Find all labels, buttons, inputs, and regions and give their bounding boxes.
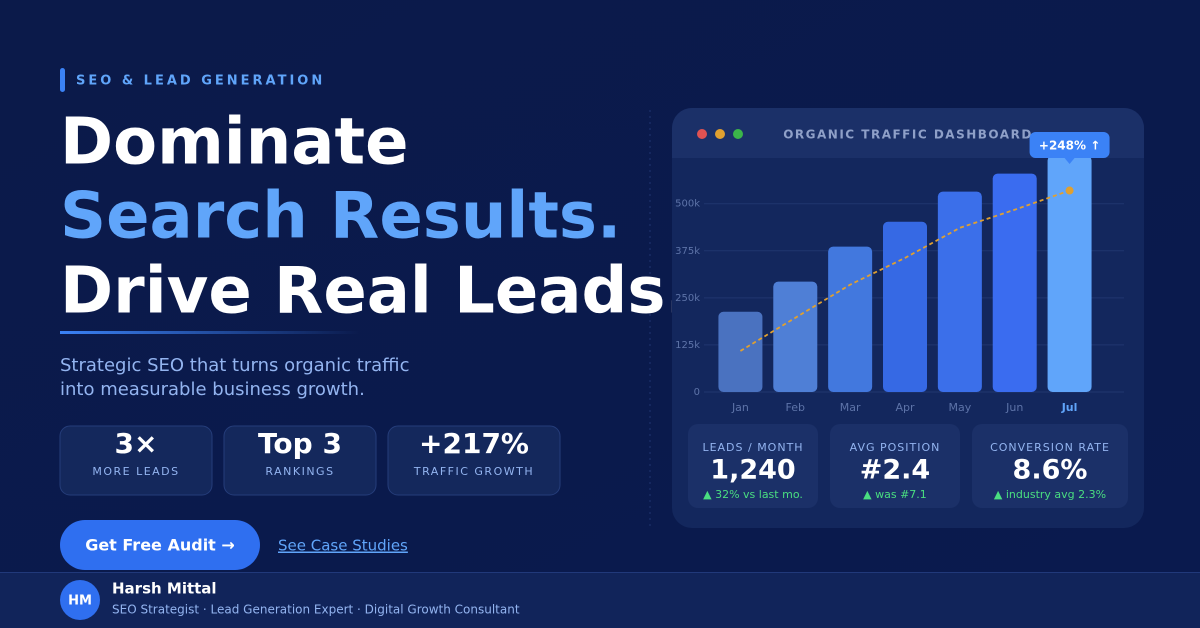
- eyebrow-bar: [60, 68, 65, 92]
- x-tick-label: May: [948, 401, 971, 414]
- author-role: SEO Strategist · Lead Generation Expert …: [112, 603, 520, 617]
- dashboard-header: [672, 108, 1144, 158]
- headline: Drive Real Leads.: [60, 255, 690, 329]
- primary-button[interactable]: Get Free Audit →: [60, 520, 260, 570]
- bar: [718, 311, 763, 392]
- x-tick-label: Apr: [895, 401, 915, 414]
- x-tick-label: Feb: [786, 401, 805, 414]
- secondary-link[interactable]: See Case Studies: [278, 537, 408, 555]
- footer: [0, 572, 1200, 628]
- dashboard-title: ORGANIC TRAFFIC DASHBOARD: [783, 128, 1033, 142]
- x-tick-label: Mar: [840, 401, 861, 414]
- stat-value: Top 3: [258, 427, 342, 460]
- bar: [883, 221, 927, 392]
- subtitle: Strategic SEO that turns organic traffic: [60, 355, 409, 376]
- window-dot: [733, 129, 743, 139]
- avatar-initials: HM: [68, 594, 92, 609]
- headline: Search Results.: [60, 180, 621, 254]
- y-tick-label: 250k: [675, 293, 700, 304]
- kpi-label: CONVERSION RATE: [990, 441, 1110, 454]
- stat-value: +217%: [419, 427, 529, 460]
- stat-value: 3×: [115, 427, 158, 460]
- author-name: Harsh Mittal: [112, 580, 217, 598]
- kpis: LEADS / MONTH 1,240 ▲ 32% vs last mo. AV…: [688, 424, 1128, 508]
- kpi-note: ▲ 32% vs last mo.: [703, 488, 803, 501]
- subtitle: into measurable business growth.: [60, 379, 365, 400]
- y-tick-label: 500k: [675, 199, 700, 210]
- bar: [1047, 155, 1092, 392]
- annotation: +248% ↑: [1039, 139, 1100, 153]
- kpi-value: 8.6%: [1013, 455, 1088, 486]
- x-tick-label: Jan: [731, 401, 749, 414]
- kpi-value: 1,240: [710, 455, 795, 486]
- stat-label: TRAFFIC GROWTH: [413, 465, 534, 478]
- trend-line: [739, 189, 1070, 352]
- window-dot: [715, 129, 725, 139]
- kpi-note: ▲ industry avg 2.3%: [994, 488, 1106, 501]
- kpi-card: [972, 424, 1128, 508]
- kpi-value: #2.4: [860, 455, 930, 486]
- kpi-card: [688, 424, 818, 508]
- stat-label: MORE LEADS: [92, 465, 179, 478]
- stat-card: [59, 425, 213, 496]
- bar: [773, 281, 818, 392]
- x-tick-label: Jul: [1061, 401, 1078, 414]
- chart: 0 125k 250k 375k 500k Jan Feb Mar Apr May Jun Jul +2…: [675, 132, 1124, 414]
- button-bg[interactable]: [60, 520, 260, 570]
- annotation-bubble: [1029, 132, 1110, 158]
- kpi-label: AVG POSITION: [850, 441, 941, 454]
- y-tick-label: 375k: [675, 246, 700, 257]
- annotation-pointer: [1064, 158, 1075, 164]
- eyebrow: SEO & LEAD GENERATION: [76, 74, 325, 89]
- y-tick-label: 0: [694, 387, 700, 398]
- stat-card: [223, 425, 377, 496]
- stat-card: [387, 425, 561, 496]
- kpi-note: ▲ was #7.1: [863, 488, 927, 501]
- kpi-card: [830, 424, 960, 508]
- button-label[interactable]: Get Free Audit →: [85, 536, 235, 555]
- stats: 3× MORE LEADS Top 3 RANKINGS +217% TRAFF…: [59, 425, 561, 496]
- x-tick-label: Jun: [1005, 401, 1023, 414]
- kpi-label: LEADS / MONTH: [702, 441, 803, 454]
- bar: [937, 191, 982, 392]
- avatar: [60, 580, 100, 620]
- trend-point: [1065, 186, 1074, 195]
- y-tick-label: 125k: [675, 340, 700, 351]
- headline: Dominate: [60, 106, 408, 180]
- stat-label: RANKINGS: [265, 465, 334, 478]
- bar: [992, 173, 1037, 392]
- window-dot: [697, 129, 707, 139]
- bar: [828, 246, 873, 392]
- underline: [60, 331, 360, 334]
